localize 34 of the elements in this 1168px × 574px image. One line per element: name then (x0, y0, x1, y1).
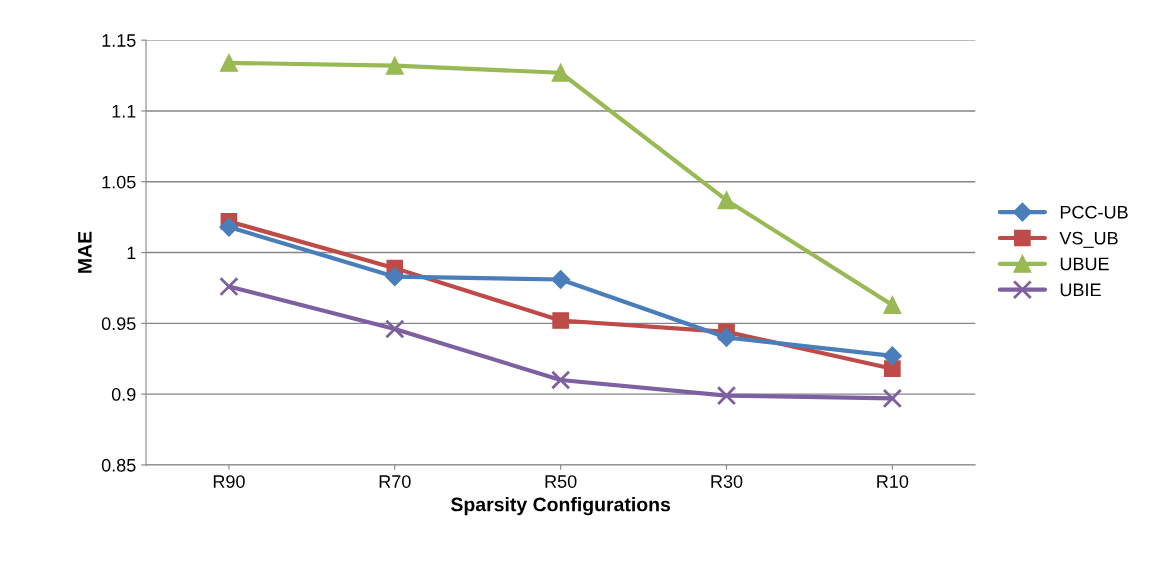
x-tick-label: R10 (877, 475, 909, 488)
x-tick-label: R50 (545, 475, 577, 488)
x-tick-label: R30 (711, 475, 743, 488)
point (717, 191, 736, 210)
y-tick-label: 1.1 (112, 105, 136, 118)
point (385, 319, 405, 339)
legend-label: VS_UB (1059, 231, 1118, 248)
point (551, 63, 570, 82)
y-tick-label: 1 (127, 246, 136, 260)
point (882, 388, 903, 409)
point (883, 295, 902, 314)
y-tick-label: 0.85 (101, 458, 136, 472)
point (385, 56, 404, 75)
point (219, 276, 239, 297)
y-tick-label: 0.95 (101, 317, 136, 331)
point (882, 346, 902, 366)
y-tick-label: 0.9 (111, 388, 136, 401)
y-tick-label: 1.05 (102, 175, 136, 189)
point (716, 385, 737, 406)
legend-label: PCC-UB (1060, 205, 1128, 219)
legend-label: UBUE (1060, 257, 1109, 271)
y-axis-title: MAE (78, 231, 92, 273)
point (385, 267, 405, 287)
point (552, 312, 569, 329)
y-tick-label: 1.15 (102, 34, 136, 47)
point (219, 53, 238, 72)
x-tick-label: R70 (379, 475, 411, 488)
point (550, 370, 571, 390)
x-axis-title: Sparsity Configurations (451, 497, 671, 516)
point (551, 269, 571, 289)
point (716, 327, 737, 348)
x-tick-label: R90 (213, 475, 245, 488)
legend-label: UBIE (1060, 283, 1101, 297)
point (219, 217, 239, 237)
